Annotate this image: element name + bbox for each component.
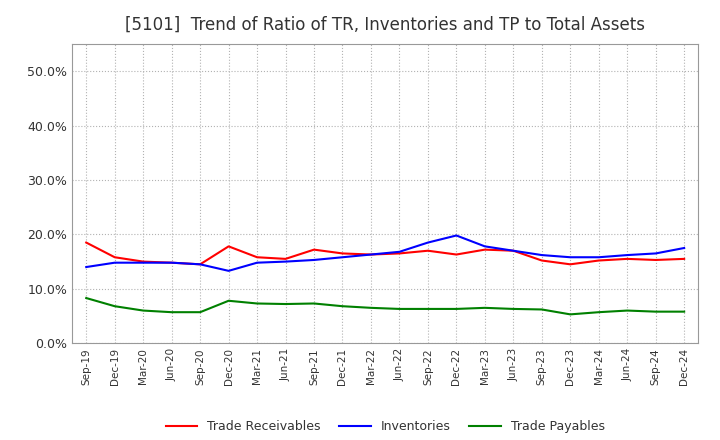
Title: [5101]  Trend of Ratio of TR, Inventories and TP to Total Assets: [5101] Trend of Ratio of TR, Inventories… [125,16,645,34]
Trade Payables [338,304,347,309]
Trade Receivables [509,248,518,253]
Line: Inventories: Inventories [86,235,684,271]
Inventories [652,251,660,256]
Trade Payables [310,301,318,306]
Inventories [623,253,631,258]
Inventories [680,246,688,251]
Inventories [253,260,261,265]
Line: Trade Payables: Trade Payables [86,298,684,314]
Trade Receivables [423,248,432,253]
Trade Payables [196,310,204,315]
Inventories [452,233,461,238]
Trade Receivables [196,262,204,267]
Inventories [196,262,204,267]
Trade Payables [509,306,518,312]
Trade Receivables [452,252,461,257]
Trade Receivables [595,258,603,263]
Trade Receivables [680,256,688,261]
Trade Payables [566,312,575,317]
Inventories [566,255,575,260]
Trade Receivables [366,252,375,257]
Inventories [139,260,148,265]
Trade Payables [652,309,660,314]
Trade Payables [167,310,176,315]
Inventories [310,257,318,263]
Trade Payables [110,304,119,309]
Trade Payables [82,295,91,301]
Trade Receivables [110,255,119,260]
Inventories [509,248,518,253]
Trade Payables [253,301,261,306]
Trade Payables [452,306,461,312]
Legend: Trade Receivables, Inventories, Trade Payables: Trade Receivables, Inventories, Trade Pa… [161,415,610,438]
Inventories [282,259,290,264]
Inventories [225,268,233,274]
Inventories [480,244,489,249]
Trade Receivables [310,247,318,252]
Trade Receivables [139,259,148,264]
Inventories [110,260,119,265]
Trade Receivables [282,256,290,261]
Trade Payables [225,298,233,304]
Trade Receivables [652,257,660,263]
Line: Trade Receivables: Trade Receivables [86,242,684,264]
Trade Payables [366,305,375,311]
Trade Payables [139,308,148,313]
Inventories [537,253,546,258]
Trade Payables [680,309,688,314]
Trade Receivables [82,240,91,245]
Trade Receivables [623,256,631,261]
Trade Receivables [566,262,575,267]
Trade Receivables [167,260,176,265]
Trade Receivables [480,247,489,252]
Trade Receivables [253,255,261,260]
Trade Receivables [225,244,233,249]
Inventories [423,240,432,245]
Inventories [338,255,347,260]
Inventories [395,249,404,254]
Trade Receivables [395,251,404,256]
Trade Payables [537,307,546,312]
Inventories [82,264,91,270]
Inventories [366,252,375,257]
Inventories [595,255,603,260]
Inventories [167,260,176,265]
Trade Payables [480,305,489,311]
Trade Receivables [338,251,347,256]
Trade Payables [423,306,432,312]
Trade Receivables [537,258,546,263]
Trade Payables [395,306,404,312]
Trade Payables [282,301,290,307]
Trade Payables [623,308,631,313]
Trade Payables [595,310,603,315]
